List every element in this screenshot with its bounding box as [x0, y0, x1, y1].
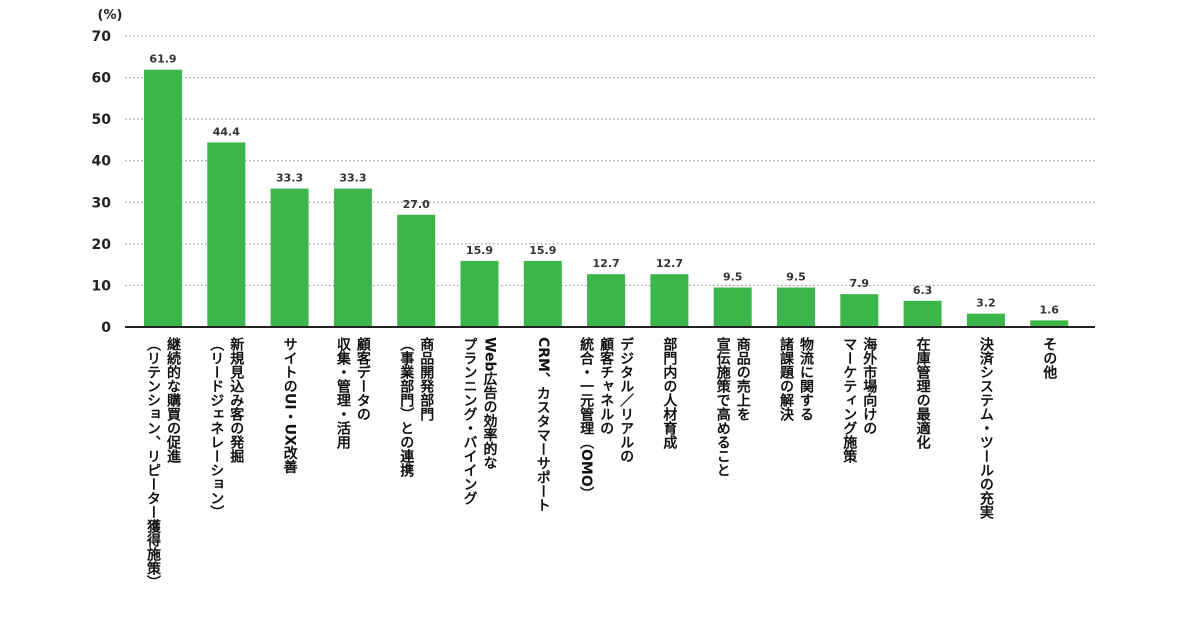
category-label: Web広告の効率的な	[482, 337, 498, 470]
bar-value-label: 33.3	[276, 172, 303, 185]
y-tick-label: 20	[92, 237, 112, 253]
gridlines	[125, 35, 1095, 286]
bar	[650, 274, 689, 327]
category-label: マーケティング施策	[841, 337, 858, 464]
category-label: 物流に関する	[798, 336, 814, 421]
category-label: 海外市場向けの	[861, 336, 877, 435]
y-tick-label: 40	[92, 154, 112, 170]
bar-value-label: 7.9	[850, 277, 870, 290]
category-label: （リテンション、リピーター獲得施策）	[145, 337, 162, 589]
bar-value-label: 12.7	[656, 257, 683, 270]
y-axis-ticks: 0 10 20 30 40 50 60 70	[92, 29, 112, 336]
bar	[1030, 320, 1069, 327]
bar-value-label: 15.9	[466, 244, 493, 257]
y-tick-label: 70	[92, 29, 112, 45]
bar	[270, 188, 309, 327]
bar	[207, 142, 246, 327]
category-label: 継続的な購買の促進	[165, 336, 182, 464]
bar-value-label: 12.7	[593, 257, 620, 270]
bar	[840, 294, 879, 327]
bar-value-label: 61.9	[149, 53, 176, 66]
category-label: その他	[1041, 337, 1058, 380]
bar-value-label: 1.6	[1039, 303, 1059, 316]
category-label: 新規見込み客の発掘	[228, 336, 245, 464]
y-tick-label: 10	[92, 278, 112, 294]
bars	[144, 69, 1069, 328]
category-labels: 継続的な購買の促進（リテンション、リピーター獲得施策） 新規見込み客の発掘（リード…	[145, 336, 1058, 589]
bar	[587, 274, 626, 327]
bar-value-label: 9.5	[786, 271, 806, 284]
bar	[523, 260, 562, 327]
category-label: 商品開発部門	[418, 336, 435, 422]
bar-value-label: 33.3	[339, 172, 366, 185]
bar-value-label: 44.4	[213, 125, 240, 138]
bar	[713, 287, 752, 327]
bar	[333, 188, 372, 327]
y-tick-label: 30	[92, 195, 112, 211]
bar-value-label: 6.3	[913, 284, 933, 297]
category-label: デジタル／リアルの	[618, 336, 634, 463]
category-label: 諸課題の解決	[778, 336, 794, 422]
category-label: プランニング・バイイング	[462, 337, 478, 505]
bar	[966, 313, 1005, 327]
category-label: 宣伝施策で高めること	[715, 336, 732, 477]
category-label: 収集・管理・活用	[335, 336, 352, 450]
bar-value-label: 9.5	[723, 271, 743, 284]
bar	[397, 214, 436, 327]
value-labels: 61.9 44.4 33.3 33.3 27.0 15.9 15.9 12.7 12.7 9.5 9…	[149, 53, 1059, 317]
category-label: CRM、カスタマーサポート	[535, 337, 551, 512]
category-label: 統合・一元管理（OMO）	[578, 336, 595, 500]
category-label: 顧客チャネルの	[598, 336, 615, 435]
y-tick-label: 60	[92, 71, 112, 87]
bar	[903, 300, 942, 327]
category-label: 商品の売上を	[735, 336, 751, 421]
y-axis-unit-label: (%)	[98, 8, 123, 23]
y-tick-label: 0	[101, 320, 111, 336]
bar	[777, 287, 815, 327]
bar	[460, 260, 499, 327]
category-label: サイトのUI・UX改善	[282, 337, 298, 474]
bar-value-label: 3.2	[976, 297, 996, 310]
category-label: 部門内の人材育成	[661, 336, 677, 450]
category-label: 在庫管理の最適化	[915, 336, 931, 450]
y-tick-label: 50	[92, 112, 112, 128]
bar-value-label: 15.9	[529, 244, 556, 257]
category-label: （リードジェネレーション）	[208, 337, 225, 519]
category-label: （事業部門）との連携	[398, 337, 415, 478]
category-label: 顧客データの	[355, 336, 372, 421]
category-label: 決済システム・ツールの充実	[978, 336, 994, 520]
bar-value-label: 27.0	[403, 198, 430, 211]
bar	[144, 69, 182, 328]
